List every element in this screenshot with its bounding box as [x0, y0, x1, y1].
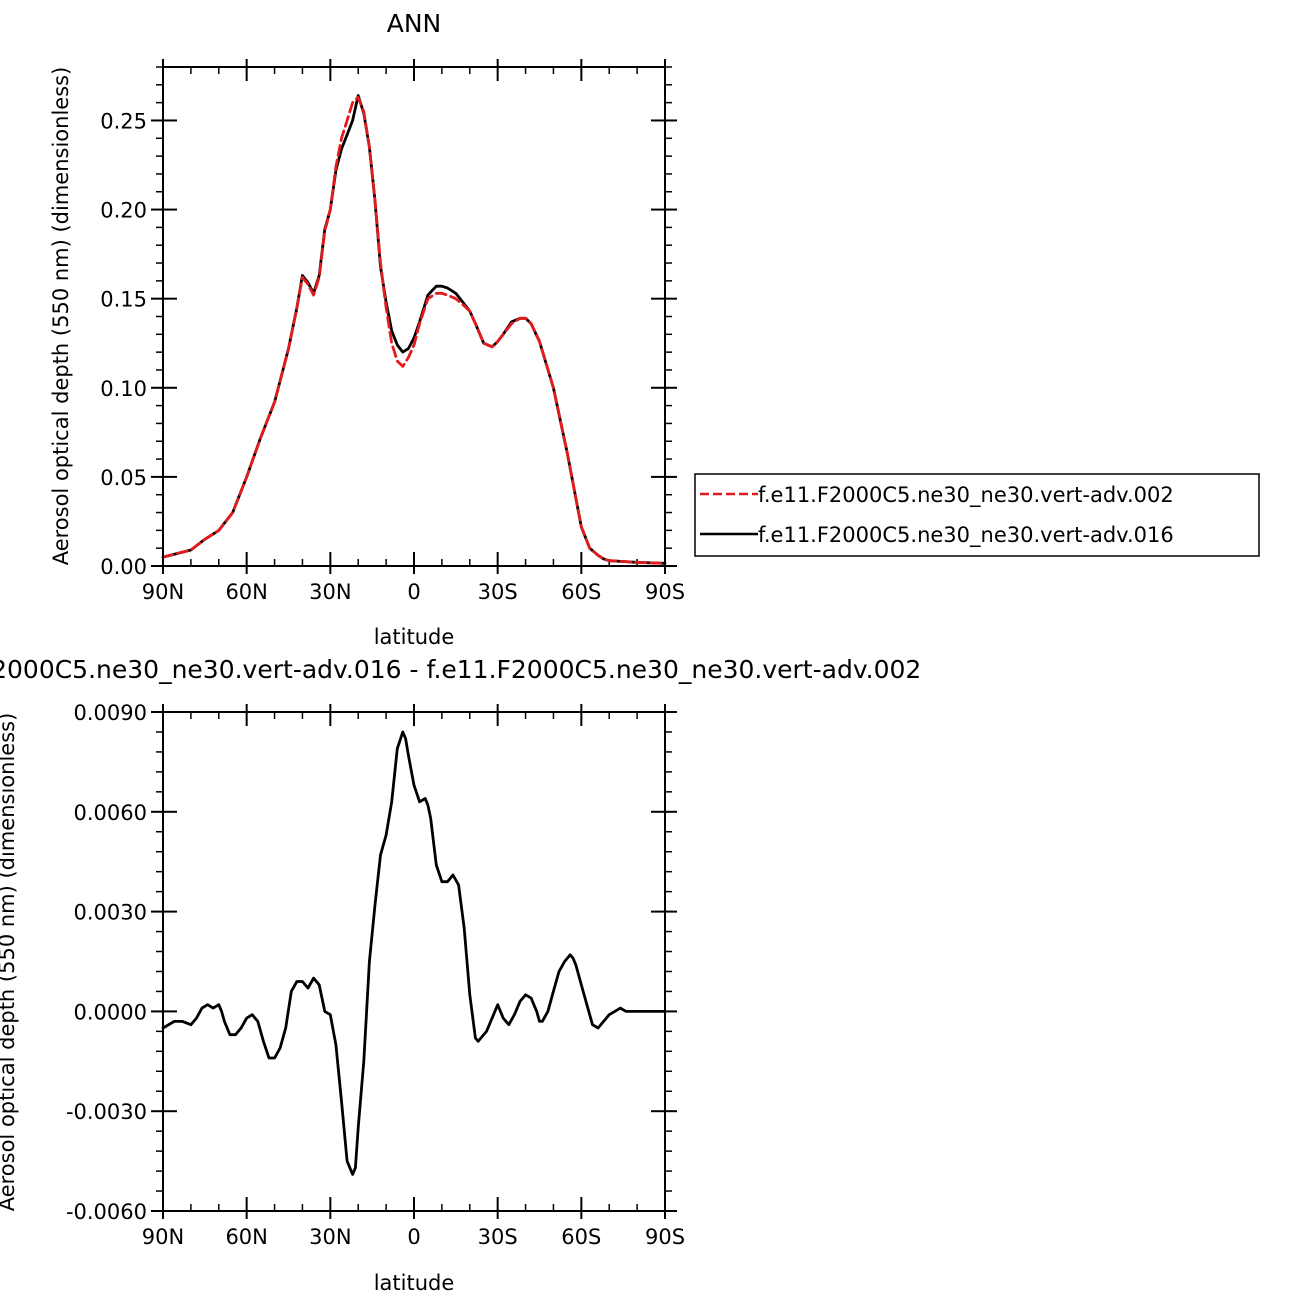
bottom-panel-xlabel: latitude: [374, 1271, 455, 1295]
x-tick-label: 90N: [142, 580, 184, 604]
bottom-panel-series: [161, 730, 667, 1176]
y-tick-label: 0.0000: [74, 1000, 147, 1024]
x-tick-label: 30N: [309, 1225, 351, 1249]
legend: f.e11.F2000C5.ne30_ne30.vert-adv.002 f.e…: [694, 473, 1260, 557]
y-tick-label: -0.0060: [66, 1200, 147, 1224]
x-tick-label: 90S: [645, 1225, 685, 1249]
bottom-panel-ticks: 90N 60N 30N 0 30S 60S 90S -0.0060 -0.0030 0.0000 0…: [66, 701, 685, 1249]
series-line-1: [161, 95, 667, 565]
series-line-2: [161, 94, 667, 565]
x-tick-label: 60N: [225, 580, 267, 604]
x-tick-label: 60S: [561, 1225, 601, 1249]
y-tick-label: 0.05: [100, 466, 147, 490]
y-tick-label: 0.0090: [74, 701, 147, 725]
top-panel-ylabel: Aerosol optical depth (550 nm) (dimensio…: [49, 67, 73, 566]
legend-entry-series-2: f.e11.F2000C5.ne30_ne30.vert-adv.016: [758, 523, 1174, 548]
y-tick-label: 0.15: [100, 288, 147, 312]
top-panel-ticks: 90N 60N 30N 0 30S 60S 90S 0.00 0.05 0.10 0.15 0.20 0…: [100, 59, 685, 604]
x-tick-label: 60S: [561, 580, 601, 604]
x-tick-label: 0: [407, 1225, 420, 1249]
legend-box: [694, 473, 1260, 557]
top-panel-title: ANN: [387, 9, 442, 38]
legend-entry-series-1: f.e11.F2000C5.ne30_ne30.vert-adv.002: [758, 483, 1174, 508]
y-tick-label: -0.0030: [66, 1100, 147, 1124]
y-tick-label: 0.0060: [74, 801, 147, 825]
bottom-panel-ylabel: Aerosol optical depth (550 nm) (dimensio…: [0, 713, 19, 1212]
top-panel-series: [161, 94, 667, 565]
x-tick-label: 30S: [478, 580, 518, 604]
top-panel: ANN Aerosol optical depth (550 nm) (dime…: [49, 9, 685, 649]
y-tick-label: 0.10: [100, 377, 147, 401]
x-tick-label: 60N: [225, 1225, 267, 1249]
x-tick-label: 30S: [478, 1225, 518, 1249]
y-tick-label: 0.25: [100, 109, 147, 133]
top-panel-xlabel: latitude: [374, 625, 455, 649]
x-tick-label: 90S: [645, 580, 685, 604]
bottom-panel: f.e11.F2000C5.ne30_ne30.vert-adv.016 - f…: [0, 655, 921, 1295]
y-tick-label: 0.0030: [74, 901, 147, 925]
y-tick-label: 0.00: [100, 555, 147, 579]
y-tick-label: 0.20: [100, 199, 147, 223]
x-tick-label: 30N: [309, 580, 351, 604]
bottom-panel-plot-frame: [162, 711, 666, 1212]
top-panel-plot-frame: [162, 66, 666, 567]
series-line-1: [161, 730, 667, 1176]
bottom-panel-title: f.e11.F2000C5.ne30_ne30.vert-adv.016 - f…: [0, 655, 921, 684]
x-tick-label: 0: [407, 580, 420, 604]
x-tick-label: 90N: [142, 1225, 184, 1249]
